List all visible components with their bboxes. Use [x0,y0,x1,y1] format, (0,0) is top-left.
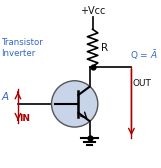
Text: R: R [101,43,108,53]
Circle shape [52,81,98,127]
Text: Q = $\bar{A}$: Q = $\bar{A}$ [130,48,158,62]
Text: OUT: OUT [133,78,152,88]
Text: Inverter: Inverter [1,49,36,58]
Text: +Vcc: +Vcc [80,6,105,16]
Text: Transistor: Transistor [1,38,43,47]
Text: A: A [1,92,9,102]
Text: IN: IN [19,114,30,123]
